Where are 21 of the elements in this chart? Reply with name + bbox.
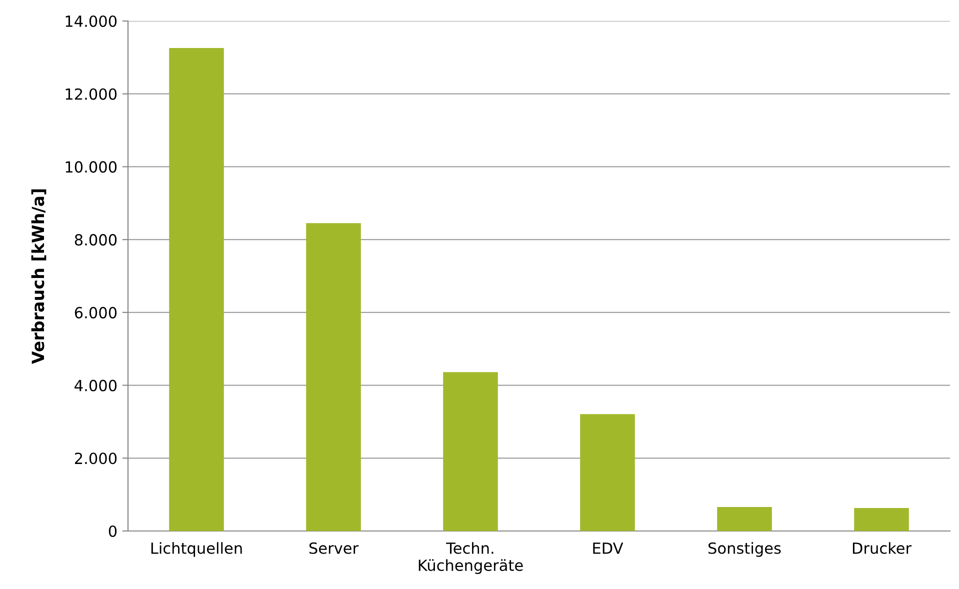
x-tick-label: Drucker (852, 542, 912, 554)
y-tick-label: 2.000 (74, 452, 117, 464)
x-tick-label: Server (309, 542, 359, 554)
y-tick-label: 8.000 (74, 234, 117, 246)
y-tick-label: 4.000 (74, 380, 117, 392)
bar (854, 508, 909, 531)
bar (306, 223, 361, 531)
bar (717, 506, 772, 531)
x-tick-label: Sonstiges (708, 542, 781, 557)
bar (580, 414, 635, 531)
y-tick-label: 12.000 (66, 88, 117, 100)
x-tick-label: Techn. Küchengeräte (418, 542, 523, 574)
x-tick-label: Lichtquellen (151, 542, 242, 557)
y-tick-label: 10.000 (66, 161, 117, 173)
y-tick-label: 0 (108, 525, 117, 538)
y-axis-title: Verbrauch [kWh/a] (31, 189, 46, 364)
x-tick-label: EDV (593, 542, 624, 554)
y-tick-label: 6.000 (74, 306, 117, 318)
bar (443, 372, 498, 531)
y-tick-label: 14.000 (66, 15, 117, 28)
bar (169, 48, 224, 531)
